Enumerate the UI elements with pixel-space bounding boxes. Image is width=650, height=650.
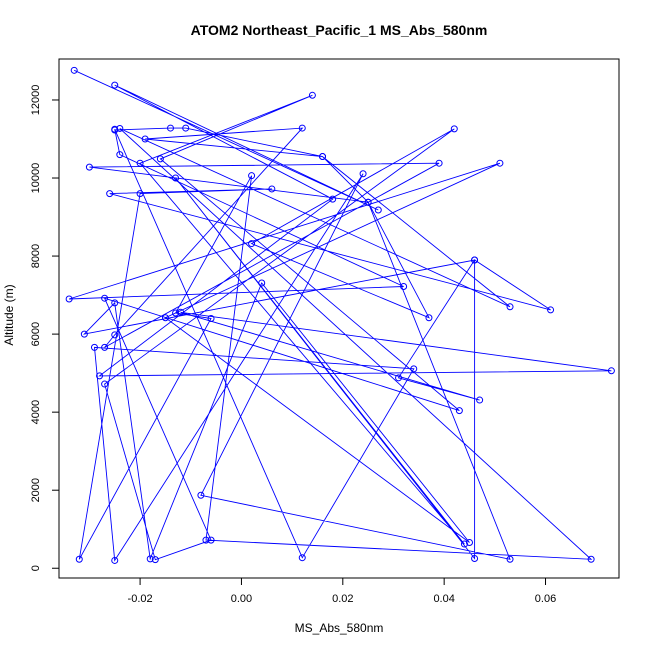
data-point <box>101 294 109 302</box>
data-point <box>465 538 473 546</box>
data-point <box>151 556 159 564</box>
data-point <box>329 195 337 203</box>
series-line <box>68 69 612 562</box>
data-point <box>374 206 382 214</box>
data-point <box>65 295 73 303</box>
data-point <box>450 125 458 133</box>
data-point <box>136 190 144 198</box>
data-point <box>182 124 190 132</box>
data-point <box>400 283 408 291</box>
y-tick-label: 6000 <box>30 322 42 346</box>
data-point <box>506 303 514 311</box>
data-point <box>319 153 327 161</box>
data-point <box>116 151 124 159</box>
data-point <box>476 396 484 404</box>
data-point <box>298 554 306 562</box>
y-tick-label: 0 <box>30 565 42 571</box>
data-point <box>248 240 256 248</box>
data-point <box>248 172 256 180</box>
data-point <box>85 163 93 171</box>
data-point <box>425 314 433 322</box>
data-point <box>395 374 403 382</box>
data-point <box>268 185 276 193</box>
x-tick-label: -0.02 <box>128 593 153 605</box>
data-point <box>111 299 119 307</box>
data-point <box>156 155 164 163</box>
data-point <box>111 81 119 89</box>
y-tick-label: 10000 <box>30 163 42 194</box>
data-point <box>298 124 306 132</box>
y-tick-label: 2000 <box>30 478 42 502</box>
data-point <box>207 315 215 322</box>
data-point <box>111 126 119 134</box>
data-point <box>435 159 443 167</box>
series-layer <box>65 66 615 564</box>
data-point <box>101 343 109 351</box>
data-point <box>364 198 372 206</box>
data-point <box>96 372 104 380</box>
data-point <box>202 536 210 544</box>
data-point <box>547 306 555 314</box>
data-point <box>197 491 205 499</box>
data-point <box>166 124 174 132</box>
data-point <box>106 190 114 198</box>
y-axis: 0 2000 4000 6000 8000 10000 12000 <box>30 85 60 571</box>
x-tick-label: 0.04 <box>433 593 454 605</box>
data-point <box>161 314 169 322</box>
y-tick-label: 4000 <box>30 400 42 424</box>
x-axis-label: MS_Abs_580nm <box>295 621 384 635</box>
data-point <box>116 124 124 132</box>
data-point <box>308 91 316 99</box>
data-point <box>136 159 144 167</box>
data-point <box>111 331 119 339</box>
data-point <box>607 367 615 375</box>
data-point <box>460 540 468 548</box>
data-point <box>359 170 367 178</box>
data-point <box>101 380 109 388</box>
x-tick-label: 0.00 <box>231 593 252 605</box>
y-axis-label: Altitude (m) <box>2 284 16 345</box>
data-point <box>410 365 418 373</box>
data-point <box>90 343 98 351</box>
data-point <box>141 135 149 143</box>
chart-title: ATOM2 Northeast_Pacific_1 MS_Abs_580nm <box>191 22 488 38</box>
data-point <box>70 66 78 74</box>
data-point <box>587 555 595 563</box>
data-point <box>172 174 180 182</box>
data-point <box>75 555 83 563</box>
data-point <box>111 556 119 564</box>
data-point <box>258 279 266 287</box>
data-point <box>506 555 514 563</box>
x-tick-label: 0.02 <box>332 593 353 605</box>
data-point <box>471 554 479 562</box>
x-tick-label: 0.06 <box>535 593 556 605</box>
data-point <box>177 308 185 316</box>
data-point <box>455 407 463 415</box>
y-tick-label: 12000 <box>30 85 42 116</box>
data-point <box>496 159 504 167</box>
data-point <box>207 536 215 544</box>
data-point <box>146 555 154 563</box>
data-point <box>172 309 180 317</box>
data-point <box>471 256 479 264</box>
data-point <box>80 330 88 338</box>
x-axis: -0.02 0.00 0.02 0.04 0.06 <box>128 577 556 605</box>
y-tick-label: 8000 <box>30 244 42 268</box>
